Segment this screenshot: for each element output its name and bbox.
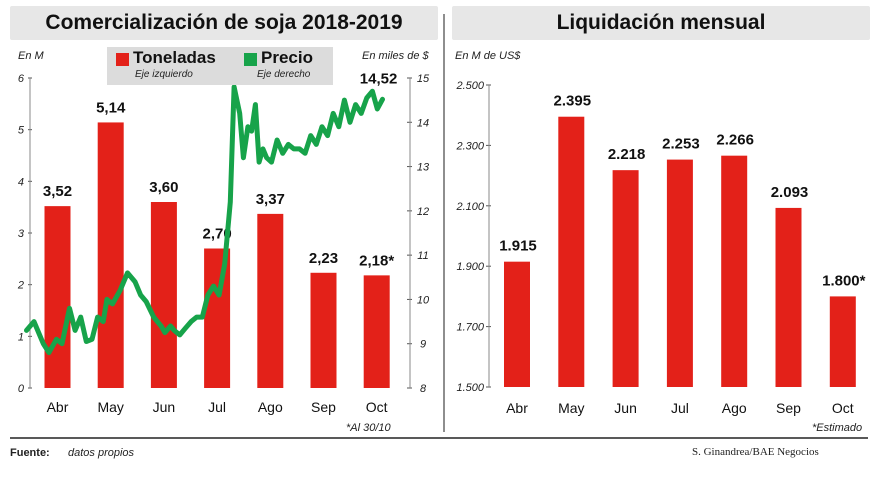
toneladas-bar: [150, 202, 177, 388]
liquidacion-bar: [775, 207, 802, 387]
liquidacion-value-label: 1.800*: [822, 272, 866, 289]
toneladas-value-label: 2,18*: [359, 252, 394, 269]
right-axis-tick: 12: [417, 206, 429, 218]
right-axis-tick: 9: [420, 339, 426, 351]
legend-swatch-toneladas: [116, 53, 129, 66]
toneladas-value-label: 5,14: [96, 99, 126, 116]
left-x-tick: Jul: [208, 399, 226, 415]
liquidacion-value-label: 2.266: [716, 132, 754, 149]
left-axis-tick: 5: [18, 125, 25, 137]
liquidacion-bar: [721, 155, 748, 387]
toneladas-bar: [257, 213, 284, 388]
precio-line: [24, 84, 385, 356]
right-x-tick: Jul: [671, 400, 689, 416]
left-axis-tick: 0: [18, 383, 25, 395]
liquidacion-bar: [504, 261, 530, 387]
left-axis-tick: 2: [17, 280, 24, 292]
liquidacion-value-label: 1.915: [499, 238, 537, 255]
liquidacion-axis-tick: 1.700: [456, 322, 484, 334]
liquidacion-axis-unit: En M de US$: [455, 50, 521, 62]
left-footnote: *Al 30/10: [346, 422, 391, 434]
legend-sub-toneladas: Eje izquierdo: [135, 69, 193, 80]
precio-end-label: 14,52: [360, 70, 398, 87]
legend-name-precio: Precio: [261, 48, 313, 67]
toneladas-value-label: 3,52: [43, 183, 72, 200]
right-title-box: Liquidación mensual: [452, 6, 870, 40]
right-axis-tick: 8: [420, 383, 427, 395]
liquidacion-bar: [612, 170, 639, 387]
left-chart-title: Comercialización de soja 2018-2019: [45, 11, 403, 34]
right-axis-tick: 14: [417, 117, 429, 129]
right-x-tick: Ago: [722, 400, 747, 416]
right-x-tick: Oct: [832, 400, 854, 416]
left-title-box: Comercialización de soja 2018-2019: [10, 6, 438, 40]
right-axis-unit: En miles de $: [362, 50, 429, 62]
liquidacion-bar: [829, 296, 856, 387]
toneladas-value-label: 2,23: [309, 250, 338, 267]
left-axis-tick: 4: [18, 176, 24, 188]
left-axis-tick: 1: [18, 331, 24, 343]
liquidacion-axis-tick: 1.500: [456, 382, 484, 394]
toneladas-bar: [97, 122, 124, 388]
right-x-tick: Abr: [506, 400, 528, 416]
left-x-tick: Ago: [258, 399, 283, 415]
credit-text: S. Ginandrea/BAE Negocios: [692, 446, 819, 458]
left-axis-unit: En M: [18, 50, 44, 62]
right-axis-tick: 11: [417, 250, 428, 262]
toneladas-value-label: 3,60: [149, 179, 178, 196]
left-x-tick: Jun: [153, 399, 176, 415]
liquidacion-value-label: 2.253: [662, 136, 700, 153]
toneladas-bar: [363, 275, 390, 388]
legend-name-toneladas: Toneladas: [133, 48, 216, 67]
liquidacion-axis-tick: 1.900: [456, 261, 484, 273]
liquidacion-value-label: 2.218: [608, 146, 646, 163]
right-chart-title: Liquidación mensual: [556, 11, 766, 34]
toneladas-bar: [44, 206, 71, 388]
toneladas-value-label: 3,37: [256, 191, 285, 208]
left-axis-tick: 3: [18, 228, 25, 240]
liquidacion-axis-tick: 2.100: [455, 201, 484, 213]
source-text: datos propios: [68, 447, 135, 459]
right-axis-tick: 13: [417, 162, 430, 174]
left-x-tick: Sep: [311, 399, 336, 415]
legend: Toneladas Eje izquierdo Precio Eje derec…: [107, 47, 333, 85]
right-axis-tick: 15: [417, 73, 430, 85]
left-x-tick: Abr: [47, 399, 69, 415]
source-label: Fuente:: [10, 447, 50, 459]
left-x-tick: May: [97, 399, 123, 415]
toneladas-bar: [310, 272, 337, 388]
right-footnote: *Estimado: [812, 422, 863, 434]
liquidacion-value-label: 2.093: [771, 184, 809, 201]
liquidacion-value-label: 2.395: [554, 93, 592, 110]
left-x-tick: Oct: [366, 399, 388, 415]
liquidacion-axis-tick: 2.500: [455, 80, 484, 92]
right-x-tick: May: [558, 400, 584, 416]
liquidacion-bar: [558, 116, 585, 388]
right-axis-tick: 10: [417, 294, 430, 306]
liquidacion-bar: [666, 159, 693, 387]
right-x-tick: Sep: [776, 400, 801, 416]
toneladas-value-label: 2,70: [202, 226, 231, 243]
liquidacion-axis-tick: 2.300: [455, 140, 484, 152]
left-axis-tick: 6: [18, 73, 25, 85]
right-x-tick: Jun: [614, 400, 637, 416]
legend-sub-precio: Eje derecho: [257, 69, 311, 80]
legend-swatch-precio: [244, 53, 257, 66]
